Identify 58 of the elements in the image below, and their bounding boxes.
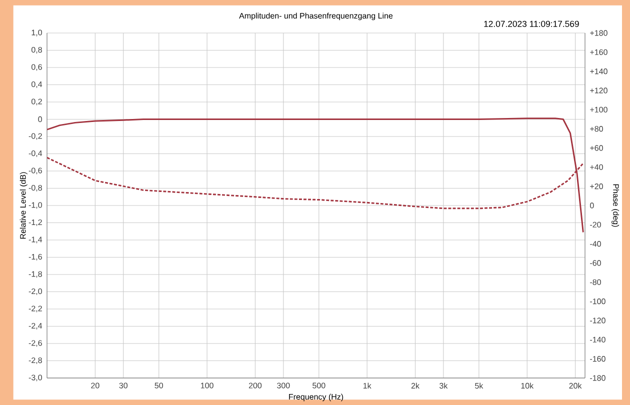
- x-tick-label: 5k: [475, 382, 484, 389]
- y-tick-label: 0,4: [31, 81, 42, 88]
- y-tick-label: 0: [38, 116, 42, 122]
- x-tick-label: 3k: [440, 382, 448, 389]
- y-tick-label: -1,6: [28, 254, 42, 261]
- y2-tick-label: +180: [590, 30, 608, 36]
- y-tick-label: 0,2: [31, 98, 42, 106]
- y-tick-label: -2,4: [28, 322, 42, 330]
- y2-tick-label: -160: [590, 356, 606, 362]
- y-tick-label: -1,0: [28, 202, 42, 209]
- y-tick-label: -2,6: [28, 340, 42, 347]
- y-axis-title: Relative Level (dB): [20, 172, 28, 239]
- y-tick-label: -0,6: [28, 168, 42, 174]
- y2-tick-label: -120: [590, 318, 606, 324]
- x-tick-label: 50: [154, 382, 164, 388]
- y-tick-label: 0,8: [31, 46, 42, 54]
- y2-tick-label: +120: [590, 88, 608, 94]
- y2-tick-label: -40: [590, 241, 601, 247]
- x-tick-label: 1k: [363, 382, 372, 389]
- y2-tick-label: -140: [590, 336, 606, 343]
- x-tick-label: 20: [91, 382, 100, 388]
- y2-tick-label: +100: [590, 106, 608, 113]
- y2-tick-label: +140: [590, 68, 608, 74]
- chart-title: Amplituden- und Phasenfrequenzgang Line: [239, 12, 393, 20]
- y2-tick-label: +80: [590, 126, 603, 132]
- y-tick-label: -2,2: [28, 306, 42, 312]
- y-tick-label: -2,8: [28, 357, 42, 364]
- y-tick-label: -2,0: [28, 288, 42, 296]
- y-tick-label: -0,8: [28, 184, 42, 192]
- x-tick-label: 300: [277, 382, 290, 388]
- y-tick-label: 0,6: [31, 64, 42, 71]
- chart-subtitle: 12.07.2023 11:09:17.569: [484, 20, 579, 27]
- y2-tick-label: -80: [590, 279, 601, 286]
- y2-tick-label: +60: [590, 145, 603, 151]
- y-tick-label: -1,2: [28, 219, 42, 226]
- y-tick-label: -0,4: [28, 150, 42, 158]
- y-tick-label: -3,0: [28, 374, 42, 382]
- x-tick-label: 200: [248, 382, 262, 388]
- y-tick-label: -0,2: [28, 133, 42, 140]
- y-tick-label: 1,0: [32, 30, 42, 36]
- x-axis-title: Frequency (Hz): [289, 394, 344, 402]
- y2-tick-label: +160: [590, 49, 608, 56]
- x-tick-label: 10k: [521, 382, 534, 389]
- x-tick-label: 100: [200, 382, 214, 388]
- y2-tick-label: -100: [590, 298, 606, 304]
- x-tick-label: 20k: [569, 382, 582, 389]
- y2-tick-label: -20: [590, 222, 601, 228]
- y2-tick-label: -180: [590, 375, 606, 381]
- y2-tick-label: +40: [590, 164, 603, 170]
- y2-tick-label: 0: [590, 202, 594, 208]
- y-tick-label: -1,4: [28, 236, 42, 244]
- x-tick-label: 30: [119, 382, 128, 388]
- y2-axis-title: Phase (deg): [612, 184, 620, 227]
- y-tick-label: -1,8: [28, 271, 42, 278]
- y2-tick-label: +20: [590, 184, 603, 190]
- x-tick-label: 500: [312, 382, 326, 388]
- y2-tick-label: -60: [590, 260, 601, 266]
- x-tick-label: 2k: [411, 382, 420, 389]
